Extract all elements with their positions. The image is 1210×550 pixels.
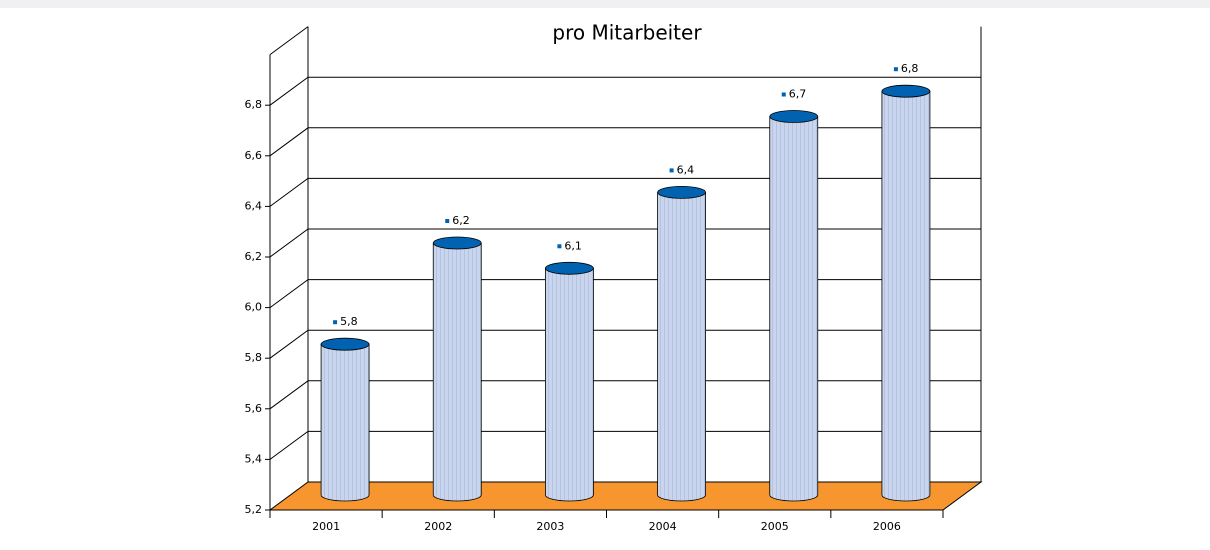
value-label: 6,1 [564, 239, 582, 252]
y-tick-label: 6,2 [245, 250, 263, 263]
label-marker [445, 219, 450, 223]
bar-top [432, 236, 482, 250]
y-tick-label: 6,6 [245, 149, 263, 162]
value-label: 6,4 [677, 163, 695, 176]
y-tick-label: 5,4 [245, 452, 263, 465]
left-wall [269, 26, 309, 56]
grid-line [269, 76, 981, 106]
bar [657, 192, 706, 502]
y-tick-label: 6,8 [245, 98, 263, 111]
value-label: 6,8 [901, 62, 919, 75]
x-tick-label: 2005 [761, 520, 789, 533]
grid-line [269, 177, 981, 207]
bar [320, 343, 370, 502]
x-tick-label: 2002 [424, 520, 452, 533]
y-tick-label: 5,2 [245, 503, 263, 516]
label-marker [557, 244, 562, 249]
grid-line [269, 329, 981, 359]
bar-top [320, 337, 370, 351]
grid-line [269, 380, 981, 410]
grid-line [269, 279, 981, 309]
grid-line [269, 430, 981, 460]
grid-line [269, 228, 981, 258]
label-marker [669, 168, 674, 173]
x-tick-label: 2006 [873, 520, 901, 533]
bar-top [545, 261, 594, 275]
label-marker [333, 320, 338, 325]
floor [268, 481, 983, 511]
y-tick-label: 5,6 [245, 402, 263, 415]
x-tick-label: 2004 [649, 520, 677, 533]
bar-top [769, 110, 819, 123]
bar [545, 267, 594, 502]
value-label: 5,8 [340, 315, 358, 328]
top-border [0, 0, 1210, 8]
y-tick-label: 5,8 [245, 351, 263, 364]
label-marker [781, 92, 786, 97]
value-label: 6,2 [452, 214, 470, 227]
bar-top [881, 84, 931, 98]
value-label: 6,7 [789, 88, 807, 101]
bar [432, 242, 482, 502]
label-marker [893, 67, 898, 72]
bar [769, 116, 819, 502]
y-tick-label: 6,0 [245, 301, 263, 314]
chart-title: pro Mitarbeiter [552, 21, 702, 45]
bar [881, 90, 931, 502]
x-tick-label: 2001 [312, 520, 340, 533]
x-tick-label: 2003 [536, 520, 564, 533]
grid-line [269, 127, 981, 157]
bar-top [657, 185, 706, 199]
y-tick-label: 6,4 [245, 199, 263, 212]
